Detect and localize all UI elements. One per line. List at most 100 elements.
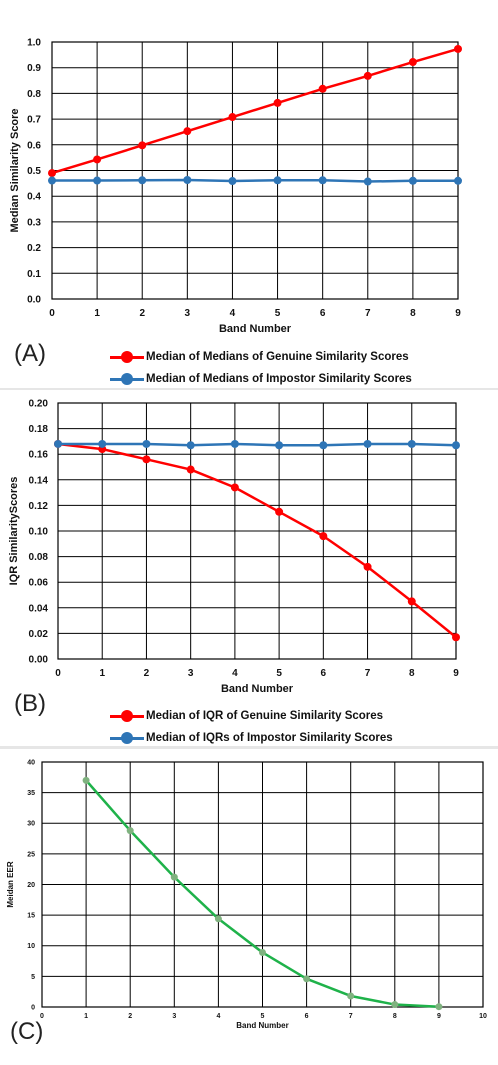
- x-tick-label: 0: [55, 668, 61, 679]
- x-tick-label: 4: [232, 668, 238, 679]
- y-tick-label: 0.00: [29, 655, 49, 666]
- data-point-series-2: [275, 441, 284, 450]
- data-point-series-1: [230, 483, 239, 492]
- data-point-series-2: [408, 176, 417, 185]
- data-point-series-1: [347, 992, 355, 1000]
- data-point-series-1: [303, 975, 311, 983]
- y-tick-label: 0.5: [27, 166, 41, 177]
- legend-label: Median of IQRs of Impostor Similarity Sc…: [146, 732, 393, 744]
- x-tick-label: 3: [172, 1013, 176, 1020]
- data-point-series-2: [273, 176, 282, 185]
- x-tick-label: 0: [49, 308, 55, 319]
- x-tick-label: 8: [393, 1013, 397, 1020]
- data-point-series-2: [186, 441, 195, 450]
- data-point-series-1: [435, 1003, 443, 1011]
- data-point-series-1: [363, 562, 372, 571]
- x-tick-label: 1: [99, 668, 105, 679]
- y-tick-label: 0.8: [27, 89, 41, 100]
- data-point-series-1: [259, 948, 266, 956]
- x-tick-label: 3: [188, 668, 194, 679]
- x-tick-label: 2: [128, 1013, 132, 1020]
- panel-label-a: (A): [14, 340, 46, 367]
- y-tick-label: 0.1: [27, 269, 41, 280]
- data-point-series-1: [273, 98, 282, 107]
- x-tick-label: 9: [437, 1013, 441, 1020]
- y-tick-label: 0.08: [29, 552, 49, 563]
- y-tick-label: 0.12: [29, 501, 49, 512]
- x-tick-label: 3: [185, 308, 191, 319]
- y-axis-title: Median Similarity Score: [9, 108, 21, 232]
- legend-item-impostor-median: Median of Medians of Impostor Similarity…: [110, 368, 412, 390]
- data-point-series-1: [214, 915, 222, 923]
- x-tick-label: 9: [453, 668, 459, 679]
- data-point-series-1: [183, 127, 192, 136]
- data-point-series-2: [452, 441, 460, 450]
- series-line-1: [57, 442, 457, 639]
- y-tick-label: 10: [27, 943, 35, 950]
- y-axis-title: Meidan EER: [6, 861, 15, 907]
- panel-b: 0 1 2 3 4 5 6 7 8 9 0.00 0.02 0.04 0.06 0.08 0.10 0.12 0.…: [0, 390, 498, 746]
- y-tick-label: 0.6: [27, 140, 41, 151]
- y-axis-title: IQR SimilarityScores: [8, 477, 20, 586]
- y-tick-label: 0.0: [27, 295, 41, 306]
- data-point-series-2: [318, 176, 327, 185]
- y-tick-label: 0.14: [29, 475, 49, 486]
- y-tick-label: 0.02: [29, 629, 49, 640]
- data-point-series-1: [408, 58, 417, 67]
- x-tick-label: 10: [479, 1013, 487, 1020]
- chart-b: 0 1 2 3 4 5 6 7 8 9 0.00 0.02 0.04 0.06 0.08 0.10 0.12 0.…: [8, 399, 460, 695]
- y-tick-label: 35: [27, 790, 35, 797]
- data-point-series-2: [183, 176, 192, 185]
- x-tick-label: 2: [139, 308, 145, 319]
- x-tick-label: 7: [365, 308, 371, 319]
- x-tick-label: 1: [94, 308, 100, 319]
- x-axis-title: Band Number: [219, 323, 292, 335]
- x-tick-label: 1: [84, 1013, 88, 1020]
- legend-item-impostor-iqr: Median of IQRs of Impostor Similarity Sc…: [110, 727, 393, 749]
- x-tick-label: 5: [261, 1013, 265, 1020]
- y-tick-label: 0.2: [27, 243, 41, 254]
- x-tick-label: 7: [365, 668, 371, 679]
- data-point-series-2: [230, 439, 239, 448]
- plot-border: [41, 761, 484, 1008]
- data-point-series-1: [186, 465, 195, 474]
- y-tick-label: 0.04: [29, 603, 49, 614]
- data-point-series-2: [363, 439, 372, 448]
- x-tick-label: 6: [321, 668, 327, 679]
- data-point-series-1: [48, 169, 56, 178]
- separator: [0, 746, 498, 749]
- y-tick-label: 0.18: [29, 424, 49, 435]
- y-tick-label: 40: [27, 759, 35, 766]
- x-tick-label: 6: [320, 308, 326, 319]
- separator: [0, 388, 498, 391]
- data-point-series-1: [407, 597, 416, 606]
- series-line-2: [52, 178, 458, 183]
- x-axis-title: Band Number: [236, 1021, 288, 1030]
- legend-label: Median of IQR of Genuine Similarity Scor…: [146, 710, 384, 722]
- y-tick-label: 0.06: [29, 578, 49, 589]
- data-point-series-1: [142, 455, 151, 464]
- data-point-series-2: [454, 176, 462, 185]
- y-tick-label: 30: [27, 821, 35, 828]
- y-tick-label: 15: [27, 913, 35, 920]
- x-tick-label: 5: [276, 668, 282, 679]
- y-tick-label: 0: [31, 1004, 35, 1011]
- y-tick-label: 20: [27, 882, 35, 889]
- data-point-series-1: [454, 44, 462, 53]
- y-tick-label: 0.3: [27, 217, 41, 228]
- data-point-series-2: [138, 176, 147, 185]
- data-point-series-1: [126, 827, 134, 835]
- data-point-series-2: [54, 439, 62, 448]
- series-line-2: [58, 442, 457, 447]
- chart-a: 0 1 2 3 4 5 6 7 8 9 0.0 0.1 0.2 0.3 0.4 0.5 0.6 0.7 0.8 0.9…: [9, 38, 462, 335]
- data-point-series-2: [228, 177, 237, 186]
- legend-label: Median of Medians of Genuine Similarity …: [146, 351, 409, 363]
- x-tick-label: 0: [40, 1013, 44, 1020]
- y-tick-label: 0.16: [29, 450, 49, 461]
- panel-label-c: (C): [10, 1018, 44, 1045]
- y-tick-label: 25: [27, 851, 35, 858]
- data-point-series-1: [170, 873, 178, 881]
- x-axis-title: Band Number: [221, 683, 294, 695]
- y-tick-label: 0.9: [27, 63, 41, 74]
- data-point-series-2: [363, 177, 372, 186]
